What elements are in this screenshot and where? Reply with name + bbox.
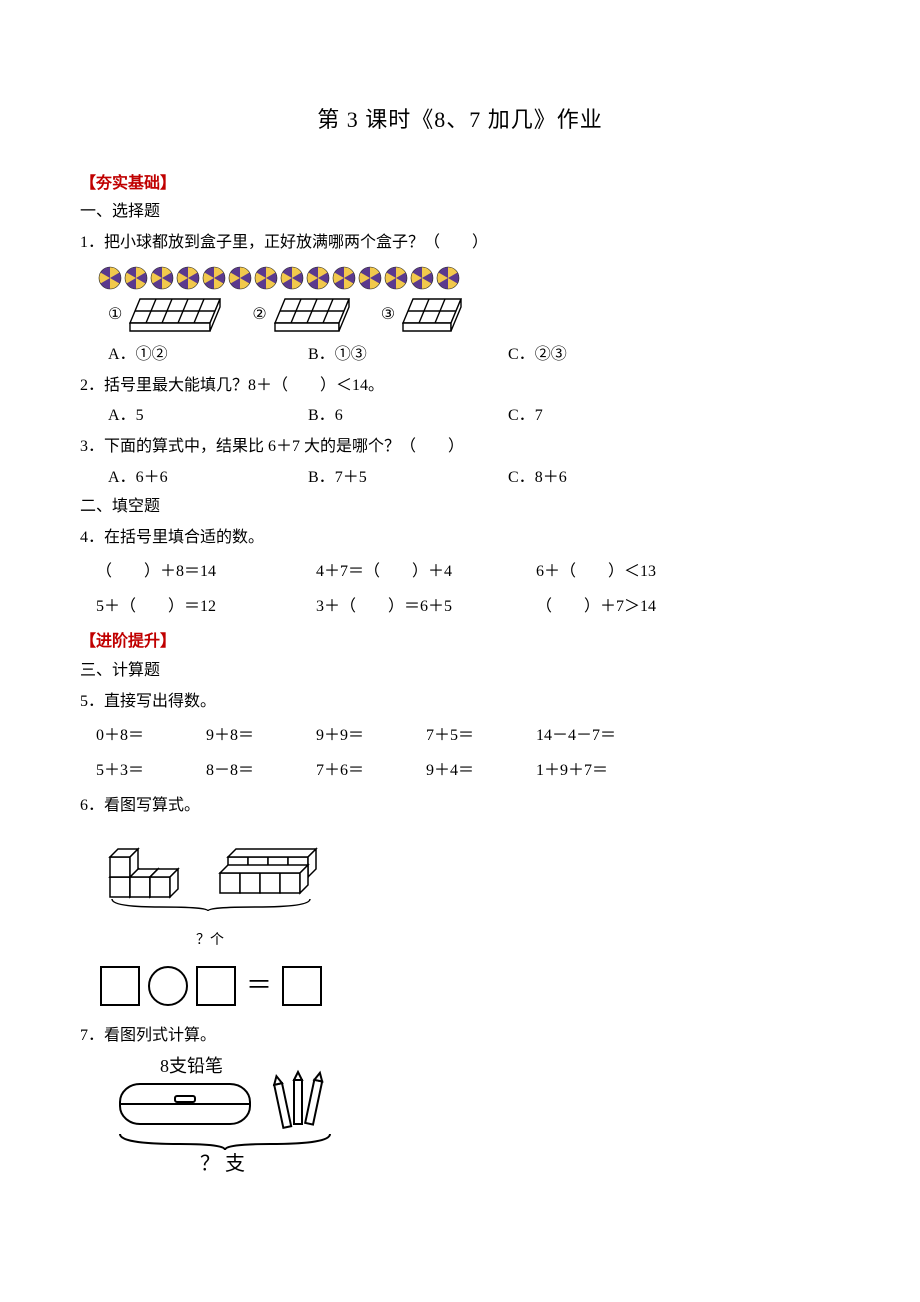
q5-r2-c3: 7＋6＝ [316,757,426,786]
eq-equals: ＝ [246,963,272,1010]
q4-r1-c1: （ ）＋8＝14 [96,558,316,587]
q5-r2-c4: 9＋4＝ [426,757,536,786]
ball-icon [254,266,278,290]
svg-text:8支铅笔: 8支铅笔 [160,1056,223,1076]
box-label: ③ [381,301,395,330]
ball-icon [384,266,408,290]
ball-icon [358,266,382,290]
eq-box-2 [196,966,236,1006]
svg-text:？ 支: ？ 支 [200,1152,245,1175]
box-label: ① [108,301,122,330]
q5-r2-c1: 5＋3＝ [96,757,206,786]
ball-icon [280,266,304,290]
part-3-label: 三、计算题 [80,657,840,686]
q6-label: ？个 [100,928,320,953]
q4-r1-c3: 6＋（ ）＜13 [536,558,756,587]
q4-r1-c2: 4＋7＝（ ）＋4 [316,558,536,587]
q5-r1-c5: 14－4－7＝ [536,722,676,751]
box-icon [128,297,222,335]
box-icon [401,297,463,335]
q5-r1-c2: 9＋8＝ [206,722,316,751]
q6-equation: ＝ [80,963,840,1010]
part-2-label: 二、填空题 [80,493,840,522]
q6-figure: ？个 [80,827,840,953]
q7-figure: 8支铅笔 ？ 支 [80,1056,840,1187]
q1-text: 1．把小球都放到盒子里，正好放满哪两个盒子？（ ） [80,229,840,258]
q1-choice-c: C．②③ [508,341,708,370]
ball-icon [202,266,226,290]
q3-choice-c: C．8＋6 [508,464,708,493]
ball-icon [98,266,122,290]
section-1-header: 【夯实基础】 [80,170,840,199]
q4-r2-c3: （ ）＋7＞14 [536,593,756,622]
page-title: 第 3 课时《8、7 加几》作业 [80,100,840,140]
q1-choice-a: A．①② [108,341,308,370]
q3-choice-a: A．6＋6 [108,464,308,493]
q5-r1-c3: 9＋9＝ [316,722,426,751]
q2-text: 2．括号里最大能填几？8＋（ ）＜14。 [80,372,840,401]
q1-balls-row [80,264,840,293]
q4-row1: （ ）＋8＝14 4＋7＝（ ）＋4 6＋（ ）＜13 [80,558,840,587]
q1-boxes-row: ① ② ③ [80,297,840,335]
q1-choice-b: B．①③ [308,341,508,370]
q2-choices: A．5 B．6 C．7 [80,402,840,431]
ball-icon [306,266,330,290]
ball-icon [436,266,460,290]
ball-icon [176,266,200,290]
eq-op-circle [148,966,188,1006]
q5-row2: 5＋3＝ 8－8＝ 7＋6＝ 9＋4＝ 1＋9＋7＝ [80,757,840,786]
q5-r2-c2: 8－8＝ [206,757,316,786]
ball-icon [332,266,356,290]
q2-choice-b: B．6 [308,402,508,431]
eq-box-1 [100,966,140,1006]
q5-row1: 0＋8＝ 9＋8＝ 9＋9＝ 7＋5＝ 14－4－7＝ [80,722,840,751]
q3-text: 3．下面的算式中，结果比 6＋7 大的是哪个？（ ） [80,433,840,462]
q1-choices: A．①② B．①③ C．②③ [80,341,840,370]
q4-r2-c1: 5＋（ ）＝12 [96,593,316,622]
q3-choice-b: B．7＋5 [308,464,508,493]
q2-choice-c: C．7 [508,402,708,431]
q5-r1-c1: 0＋8＝ [96,722,206,751]
ball-icon [410,266,434,290]
q5-r1-c4: 7＋5＝ [426,722,536,751]
ball-icon [228,266,252,290]
part-1-label: 一、选择题 [80,198,840,227]
q4-text: 4．在括号里填合适的数。 [80,524,840,553]
ball-icon [124,266,148,290]
q6-text: 6．看图写算式。 [80,792,840,821]
q5-r2-c5: 1＋9＋7＝ [536,757,676,786]
q2-choice-a: A．5 [108,402,308,431]
box-icon [273,297,351,335]
section-2-header: 【进阶提升】 [80,628,840,657]
q4-r2-c2: 3＋（ ）＝6＋5 [316,593,536,622]
q3-choices: A．6＋6 B．7＋5 C．8＋6 [80,464,840,493]
ball-icon [150,266,174,290]
q4-row2: 5＋（ ）＝12 3＋（ ）＝6＋5 （ ）＋7＞14 [80,593,840,622]
box-label: ② [252,301,266,330]
q5-text: 5．直接写出得数。 [80,688,840,717]
eq-box-3 [282,966,322,1006]
q7-text: 7．看图列式计算。 [80,1022,840,1051]
